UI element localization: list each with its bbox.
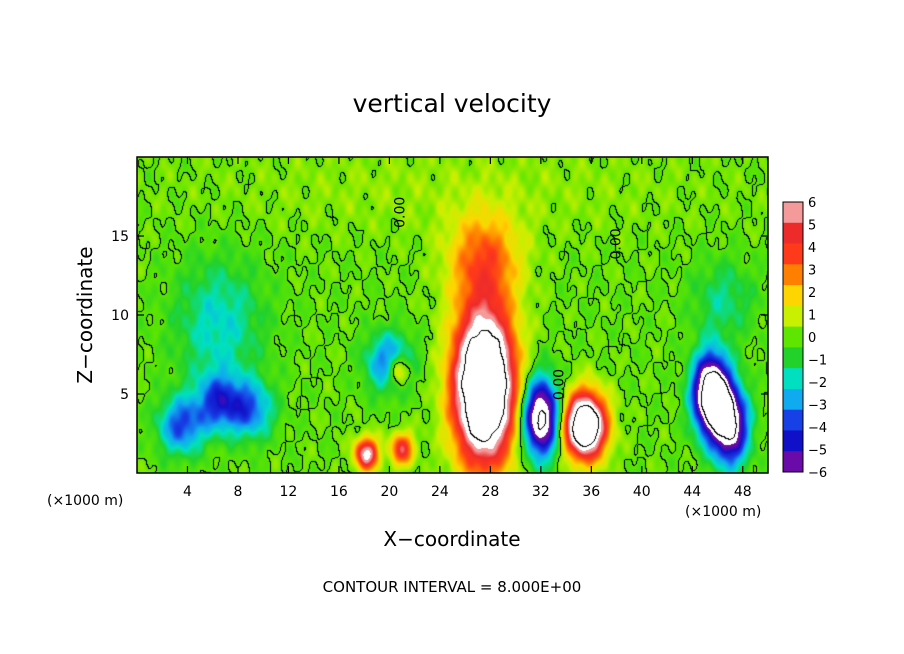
colorbar-label: −3	[808, 399, 827, 414]
x-tick-label: 44	[683, 484, 701, 500]
colorbar-swatch	[783, 430, 803, 452]
x-tick-label: 32	[532, 484, 550, 500]
colorbar-label: 2	[808, 286, 816, 301]
colorbar-swatch	[783, 222, 803, 245]
y-axis-label: Z−coordinate	[73, 246, 97, 383]
colorbar-swatch	[783, 243, 803, 265]
x-tick-label: 28	[481, 484, 499, 500]
colorbar-swatch	[783, 368, 803, 390]
x-tick-label: 16	[330, 484, 348, 500]
colorbar-swatch	[783, 305, 803, 328]
colorbar-label: −4	[808, 421, 827, 436]
y-tick-label: 10	[111, 308, 129, 324]
colorbar: 6 5 4 3 2 1 0 −1 −2 −3 −4 −5 −6	[782, 196, 827, 481]
colorbar-swatch	[783, 285, 803, 307]
colorbar-label: −5	[808, 444, 827, 459]
colorbar-label: 3	[808, 264, 816, 279]
colorbar-swatch	[783, 202, 803, 224]
x-tick-label: 48	[734, 484, 752, 500]
x-tick-label: 24	[431, 484, 449, 500]
x-tick-label: 40	[633, 484, 651, 500]
y-tick-label: 15	[111, 229, 129, 245]
colorbar-swatch	[783, 326, 803, 348]
colorbar-swatch	[783, 451, 803, 473]
chart-title: vertical velocity	[353, 89, 552, 118]
colorbar-label: 1	[808, 309, 816, 324]
velocity-field	[137, 157, 768, 473]
x-axis-label: X−coordinate	[383, 527, 520, 551]
colorbar-label: −1	[808, 354, 827, 369]
colorbar-label: 4	[808, 241, 816, 256]
colorbar-label: 6	[808, 196, 816, 211]
colorbar-swatch	[783, 264, 803, 286]
x-tick-label: 8	[233, 484, 242, 500]
plot-area: 0.00 0.00 0.00	[136, 156, 769, 474]
contour-label: 0.00	[552, 369, 568, 400]
x-tick-label: 4	[183, 484, 192, 500]
contour-label: 0.00	[393, 197, 409, 228]
colorbar-label: −6	[808, 466, 827, 481]
contour-label: 0.00	[608, 228, 624, 259]
colorbar-label: 5	[808, 219, 816, 234]
colorbar-swatch	[783, 388, 803, 411]
colorbar-swatch	[783, 347, 803, 369]
x-tick-label: 36	[582, 484, 600, 500]
contour-lines: 0.00 0.00 0.00	[393, 197, 625, 400]
colorbar-swatch	[783, 409, 803, 431]
colorbar-frame	[782, 201, 804, 473]
x-tick-label: 20	[380, 484, 398, 500]
colorbar-label: −2	[808, 376, 827, 391]
x-axis: 4 8 12 16 20 24 28 32 36 40 44 48	[183, 157, 752, 500]
contour-interval-note: CONTOUR INTERVAL = 8.000E+00	[323, 578, 582, 596]
colorbar-label: 0	[808, 331, 816, 346]
y-axis: 5 10 15	[111, 229, 768, 403]
x-tick-label: 12	[280, 484, 298, 500]
x-unit-left: (×1000 m)	[47, 493, 123, 509]
x-unit-right: (×1000 m)	[685, 504, 761, 520]
y-tick-label: 5	[120, 387, 129, 403]
